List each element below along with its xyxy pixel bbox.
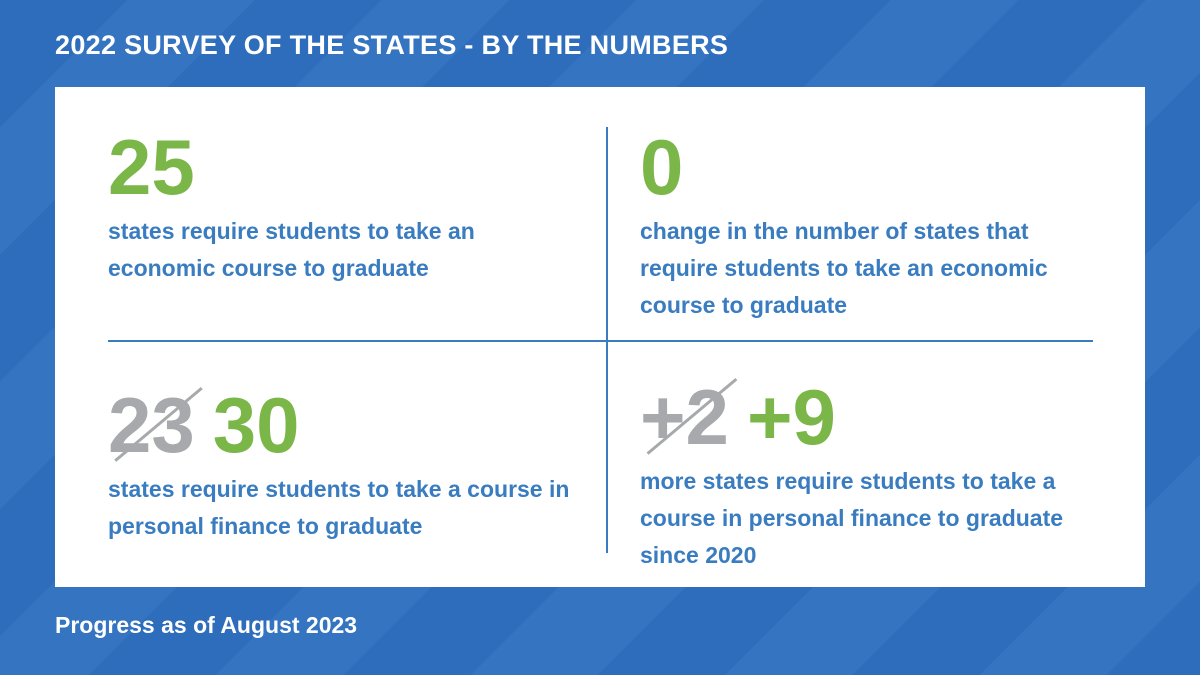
stat-economics-states: 25 states require students to take an ec… — [108, 127, 548, 287]
stat-text: states require students to take an econo… — [108, 218, 475, 281]
stat-text: states require students to take a course… — [108, 476, 570, 539]
old-value: +2 — [640, 377, 738, 457]
stat-finance-change: +2 +9 more states require students to tak… — [640, 377, 1110, 574]
stat-value: 0 — [640, 123, 684, 211]
footer-note: Progress as of August 2023 — [55, 612, 358, 638]
stat-value: +9 — [746, 373, 836, 461]
horizontal-divider — [108, 340, 1093, 342]
stat-finance-states: 23 30 states require students to take a c… — [108, 385, 588, 545]
stat-text: change in the number of states that requ… — [640, 218, 1048, 318]
old-value: 23 — [108, 385, 203, 465]
stat-value: 30 — [212, 381, 300, 469]
stat-value: 25 — [108, 123, 195, 211]
page-title: 2022 SURVEY OF THE STATES - BY THE NUMBE… — [55, 30, 729, 60]
stats-card: 25 states require students to take an ec… — [55, 87, 1145, 587]
stat-text: more states require students to take a c… — [640, 468, 1064, 568]
stat-economics-change: 0 change in the number of states that re… — [640, 127, 1100, 324]
